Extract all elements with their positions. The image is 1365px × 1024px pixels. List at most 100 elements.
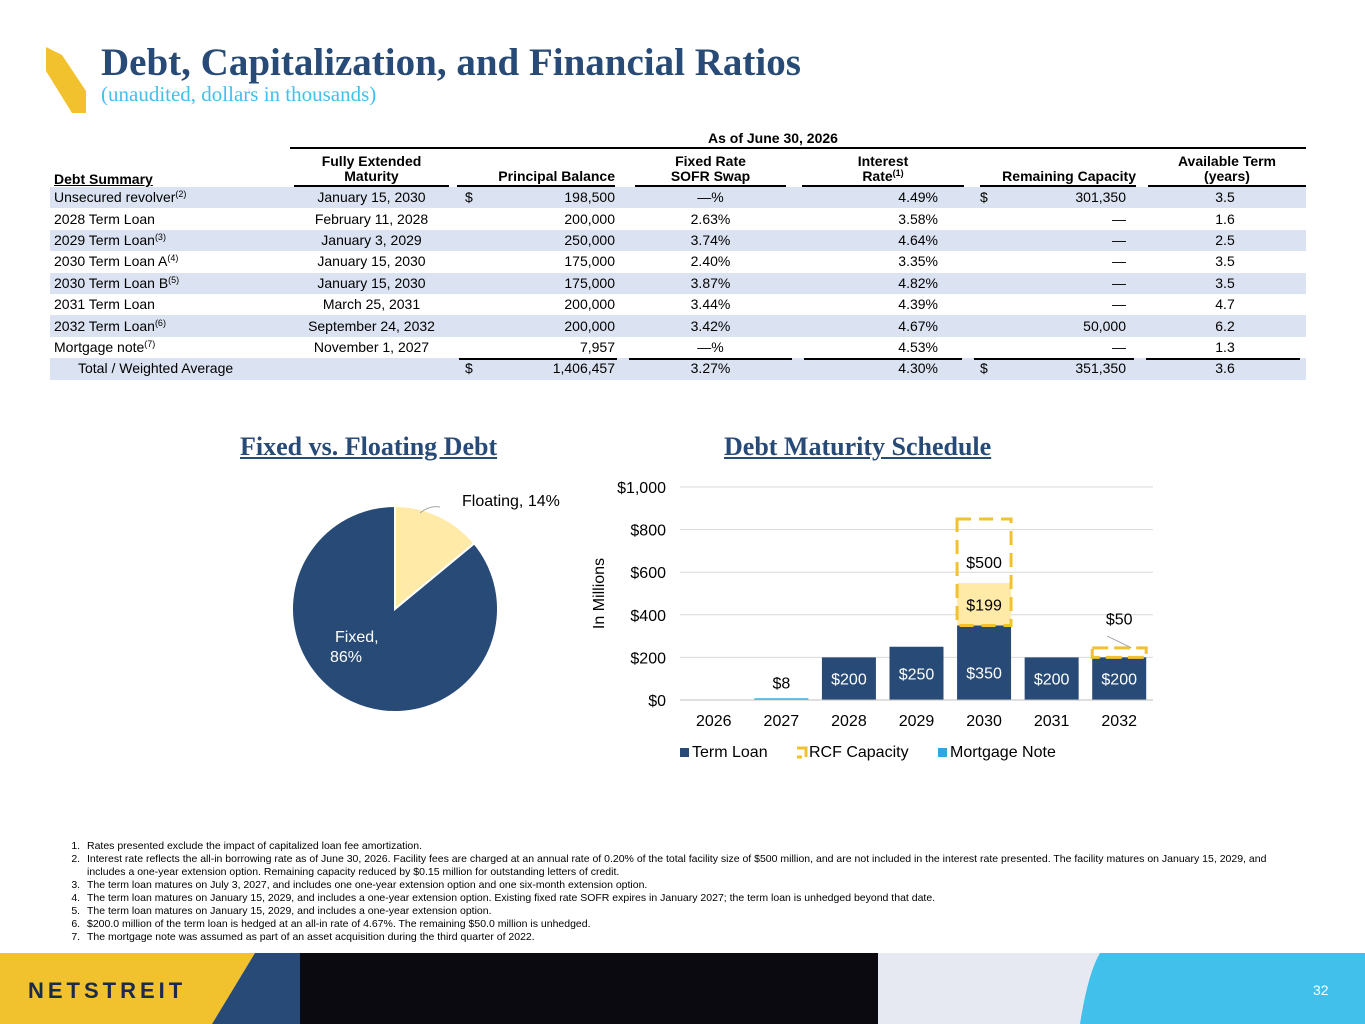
row-principal: 200,000 <box>564 210 615 227</box>
footer-band <box>0 953 1365 1024</box>
table-row: 2030 Term Loan B(5) January 15, 2030 175,0… <box>50 272 1306 294</box>
pie-slice-floating <box>394 504 476 612</box>
footnote-item: Interest rate reflects the all-in borrow… <box>83 853 1305 879</box>
row-capacity: $351,350 <box>968 358 1140 380</box>
pie-chart-title: Fixed vs. Floating Debt <box>240 432 498 461</box>
footnote-item: The term loan matures on January 15, 202… <box>83 892 1305 905</box>
x-tick-label: 2031 <box>1034 713 1070 730</box>
footnote-item: $200.0 million of the term loan is hedge… <box>83 918 1305 931</box>
bar-term-loan <box>1092 657 1147 700</box>
bar-label-rcf-total: $500 <box>966 555 1002 572</box>
row-name: 2030 Term Loan B(5) <box>50 272 290 294</box>
x-tick-label: 2026 <box>696 713 732 730</box>
table-row: Mortgage note(7) November 1, 2027 7,957 —% 4… <box>50 337 1306 358</box>
bar-term-loan <box>889 646 944 700</box>
row-capacity: — <box>1112 296 1126 313</box>
row-maturity: November 1, 2027 <box>313 338 430 355</box>
row-swap: 3.27% <box>623 358 798 380</box>
debt-summary-table: Debt Summary Fully Extended Maturity Prin… <box>50 150 1306 380</box>
pie-slice-fixed <box>291 504 499 713</box>
y-tick-label: $400 <box>630 608 666 625</box>
table-row: 2029 Term Loan(3) January 3, 2029 250,000 3… <box>50 229 1306 252</box>
table-row: Unsecured revolver(2) January 15, 2030 $19… <box>50 187 1306 209</box>
legend-label-term-loan: Term Loan <box>692 744 768 761</box>
row-rate: 4.82% <box>798 272 968 294</box>
y-tick-label: $200 <box>630 650 666 667</box>
legend-label-mortgage: Mortgage Note <box>950 744 1056 761</box>
row-swap: 3.44% <box>690 296 731 313</box>
table-row: 2030 Term Loan A(4) January 15, 2030 175,0… <box>50 251 1306 272</box>
row-maturity: January 15, 2030 <box>317 253 426 270</box>
row-rate: 4.30% <box>798 358 968 380</box>
y-axis-label: In Millions <box>591 558 608 629</box>
row-maturity: September 24, 2032 <box>290 315 453 337</box>
page-title: Debt, Capitalization, and Financial Rati… <box>101 41 801 84</box>
row-maturity: January 3, 2029 <box>290 229 453 252</box>
pie-leader-line <box>419 506 441 514</box>
header-swap: Fixed Rate SOFR Swap <box>623 150 798 187</box>
header-maturity: Fully Extended Maturity <box>290 150 453 187</box>
y-tick-label: $1,000 <box>617 480 666 497</box>
row-principal: 175,000 <box>564 253 615 270</box>
row-name: Mortgage note(7) <box>54 338 156 355</box>
row-name: Total / Weighted Average <box>50 358 290 380</box>
bar-mortgage-note <box>754 698 809 700</box>
row-rate: 4.67% <box>798 315 968 337</box>
bar-term-loan <box>957 625 1012 700</box>
row-rate: 4.39% <box>898 296 938 313</box>
x-tick-label: 2030 <box>966 713 1002 730</box>
pie-label-fixed: Fixed, <box>335 629 379 646</box>
row-capacity: — <box>1112 338 1126 355</box>
header-principal: Principal Balance <box>453 150 623 187</box>
x-tick-label: 2027 <box>764 713 800 730</box>
y-tick-label: $800 <box>630 523 666 540</box>
bar-label-term-loan: $250 <box>899 666 935 683</box>
row-principal: $198,500 <box>453 187 623 209</box>
header-term: Available Term (years) <box>1140 150 1306 187</box>
as-of-rule <box>290 147 1306 149</box>
bar-term-loan <box>821 657 876 700</box>
row-principal: 200,000 <box>564 296 615 313</box>
bar-label-term-loan: $350 <box>966 666 1002 683</box>
debt-maturity-bar-chart: $0 $200 $400 $600 $800 $1,000 In Millions 2026 2… <box>591 480 1153 761</box>
row-rate: 3.58% <box>898 210 938 227</box>
table-total-row: Total / Weighted Average $1,406,457 3.27% 4… <box>50 358 1306 380</box>
y-tick-label: $600 <box>630 565 666 582</box>
row-capacity: — <box>1112 253 1126 270</box>
bar-chart-title: Debt Maturity Schedule <box>724 432 992 461</box>
row-term: 1.6 <box>1215 210 1235 227</box>
row-swap: —% <box>623 187 798 209</box>
table-row: 2031 Term Loan March 25, 2031 200,000 3.44%… <box>50 294 1306 315</box>
row-swap: 2.63% <box>690 210 731 227</box>
pie-label-floating: Floating, 14% <box>462 493 560 510</box>
bar-term-loan <box>1024 657 1079 700</box>
y-tick-label: $0 <box>648 693 666 710</box>
bar-label-revolver: $199 <box>966 597 1002 614</box>
row-capacity: — <box>968 272 1140 294</box>
legend-swatch-term-loan <box>680 748 689 757</box>
footnote-item: The mortgage note was assumed as part of… <box>83 931 1305 944</box>
rcf-leader-line <box>1106 635 1132 649</box>
bar-label-term-loan: $200 <box>1034 672 1070 689</box>
header-debt-summary: Debt Summary <box>54 171 153 187</box>
page-subtitle: (unaudited, dollars in thousands) <box>101 82 377 106</box>
row-term: 3.5 <box>1140 187 1306 209</box>
pie-label-fixed-pct: 86% <box>330 649 362 666</box>
row-swap: 3.42% <box>623 315 798 337</box>
row-principal: 200,000 <box>453 315 623 337</box>
table-header-row: Debt Summary Fully Extended Maturity Prin… <box>50 150 1306 187</box>
row-term: 3.5 <box>1215 253 1235 270</box>
x-tick-label: 2032 <box>1101 713 1137 730</box>
row-swap: —% <box>697 338 724 355</box>
footnote-item: The term loan matures on July 3, 2027, a… <box>83 879 1305 892</box>
row-maturity <box>290 358 453 380</box>
row-principal: $1,406,457 <box>453 358 623 380</box>
row-maturity: January 15, 2030 <box>290 272 453 294</box>
row-capacity: $301,350 <box>968 187 1140 209</box>
footnotes: Rates presented exclude the impact of ca… <box>65 840 1305 944</box>
bar-rcf-capacity <box>955 517 1013 627</box>
legend-swatch-rcf <box>797 746 808 759</box>
row-capacity: 50,000 <box>968 315 1140 337</box>
row-term: 4.7 <box>1215 296 1235 313</box>
row-rate: 4.64% <box>798 229 968 252</box>
